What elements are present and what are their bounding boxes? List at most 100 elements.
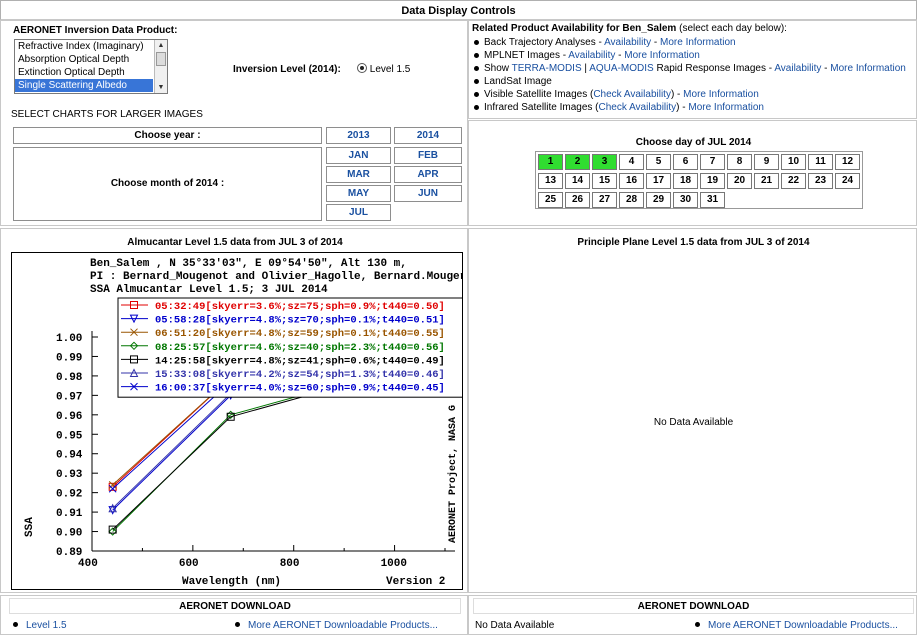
- calendar-day[interactable]: 7: [700, 154, 725, 170]
- calendar-day[interactable]: 29: [646, 192, 671, 208]
- related-title-suffix: (select each day below):: [679, 23, 787, 34]
- scroll-thumb[interactable]: [156, 52, 166, 66]
- legend-entry: 14:25:58[skyerr=4.8%;sz=41;sph=0.6%;t440…: [155, 355, 445, 367]
- calendar-day[interactable]: 5: [646, 154, 671, 170]
- y-axis-label: SSA: [24, 517, 36, 537]
- series-line: [112, 383, 405, 530]
- inversion-product-listbox[interactable]: Refractive Index (Imaginary) Absorption O…: [14, 39, 168, 94]
- data-point: [130, 355, 138, 364]
- calendar-day[interactable]: 15: [592, 173, 617, 189]
- calendar-day[interactable]: 11: [808, 154, 833, 170]
- inversion-option[interactable]: Absorption Optical Depth: [18, 54, 130, 65]
- related-item-link[interactable]: Availability: [604, 37, 652, 48]
- month-may-button[interactable]: MAY: [326, 185, 391, 202]
- y-tick-label: 0.99: [56, 352, 82, 364]
- calendar-day[interactable]: 4: [619, 154, 644, 170]
- calendar-day[interactable]: 6: [673, 154, 698, 170]
- related-item-link[interactable]: More Information: [830, 63, 906, 74]
- related-item-text: ) -: [670, 89, 684, 100]
- more-downloads-link-left[interactable]: More AERONET Downloadable Products...: [248, 620, 438, 631]
- calendar-day[interactable]: 1: [538, 154, 563, 170]
- level-radio-group[interactable]: Level 1.5: [357, 63, 410, 75]
- calendar-day[interactable]: 24: [835, 173, 860, 189]
- data-point: [226, 412, 235, 421]
- related-item-link[interactable]: Check Availability: [598, 102, 677, 113]
- calendar-day[interactable]: 2: [565, 154, 590, 170]
- related-products-panel: Related Product Availability for Ben_Sal…: [468, 20, 917, 119]
- separator: -: [615, 50, 625, 61]
- more-downloads-link-right[interactable]: More AERONET Downloadable Products...: [708, 620, 898, 631]
- month-jan-button[interactable]: JAN: [326, 147, 391, 164]
- month-apr-button[interactable]: APR: [394, 166, 462, 183]
- bullet-icon: [13, 622, 18, 627]
- related-item-link[interactable]: More Information: [624, 50, 700, 61]
- related-item-link[interactable]: More Information: [660, 37, 736, 48]
- year-2014-button[interactable]: 2014: [394, 127, 462, 144]
- x-tick-label: 600: [179, 558, 199, 570]
- data-point: [108, 506, 117, 515]
- year-2013-button[interactable]: 2013: [326, 127, 391, 144]
- level-15-download-link[interactable]: Level 1.5: [26, 620, 67, 631]
- calendar-day[interactable]: 20: [727, 173, 752, 189]
- calendar-day[interactable]: 12: [835, 154, 860, 170]
- related-item: Show TERRA-MODIS | AQUA-MODIS Rapid Resp…: [472, 62, 906, 75]
- data-point: [108, 484, 117, 493]
- scroll-down-icon[interactable]: ▼: [157, 84, 165, 91]
- right-side-label: AERONET Project, NASA G: [447, 405, 459, 543]
- legend-entry: 05:58:28[skyerr=4.8%;sz=70;sph=0.1%;t440…: [155, 315, 445, 327]
- calendar-day[interactable]: 17: [646, 173, 671, 189]
- calendar-day[interactable]: 28: [619, 192, 644, 208]
- month-jul-button[interactable]: JUL: [326, 204, 391, 221]
- calendar-day[interactable]: 14: [565, 173, 590, 189]
- calendar-day[interactable]: 30: [673, 192, 698, 208]
- calendar-day[interactable]: 8: [727, 154, 752, 170]
- month-mar-button[interactable]: MAR: [326, 166, 391, 183]
- legend-entry: 08:25:57[skyerr=4.6%;sz=40;sph=2.3%;t440…: [155, 342, 445, 354]
- legend-entry: 05:32:49[skyerr=3.6%;sz=75;sph=0.9%;t440…: [155, 301, 445, 313]
- related-item-text: Show: [484, 63, 512, 74]
- related-item-link[interactable]: Check Availability: [593, 89, 671, 100]
- calendar-day[interactable]: 26: [565, 192, 590, 208]
- listbox-scrollbar[interactable]: ▲ ▼: [154, 40, 167, 93]
- almucantar-chart[interactable]: Ben_Salem , N 35°33'03", E 09°54'50", Al…: [11, 252, 463, 590]
- related-item-link[interactable]: More Information: [688, 102, 764, 113]
- calendar-day[interactable]: 22: [781, 173, 806, 189]
- calendar-day[interactable]: 23: [808, 173, 833, 189]
- inversion-option[interactable]: Extinction Optical Depth: [18, 67, 125, 78]
- month-feb-button[interactable]: FEB: [394, 147, 462, 164]
- almucantar-chart-svg: Ben_Salem , N 35°33'03", E 09°54'50", Al…: [24, 258, 462, 588]
- related-item-link[interactable]: Availability: [774, 63, 822, 74]
- data-point: [129, 341, 139, 351]
- y-tick-label: 0.94: [56, 450, 83, 462]
- related-item-link[interactable]: Availability: [568, 50, 616, 61]
- calendar-day[interactable]: 9: [754, 154, 779, 170]
- y-tick-label: 0.92: [56, 489, 82, 501]
- calendar-day[interactable]: 25: [538, 192, 563, 208]
- related-item-link[interactable]: TERRA-MODIS: [511, 63, 582, 74]
- inversion-option[interactable]: Single Scattering Albedo: [15, 79, 153, 92]
- x-tick-label: 1000: [381, 558, 407, 570]
- level-radio-label: Level 1.5: [369, 64, 411, 75]
- calendar-day[interactable]: 31: [700, 192, 725, 208]
- calendar-day[interactable]: 27: [592, 192, 617, 208]
- data-point: [129, 314, 139, 324]
- data-point: [108, 527, 117, 536]
- calendar-day[interactable]: 21: [754, 173, 779, 189]
- calendar-day[interactable]: 10: [781, 154, 806, 170]
- related-item-link[interactable]: AQUA-MODIS: [589, 63, 654, 74]
- scroll-up-icon[interactable]: ▲: [157, 42, 165, 49]
- calendar-day[interactable]: 13: [538, 173, 563, 189]
- calendar-day[interactable]: 3: [592, 154, 617, 170]
- level-radio[interactable]: [357, 63, 367, 73]
- calendar-day[interactable]: 19: [700, 173, 725, 189]
- related-item-text: Visible Satellite Images (: [484, 89, 594, 100]
- month-jun-button[interactable]: JUN: [394, 185, 462, 202]
- calendar-day[interactable]: 18: [673, 173, 698, 189]
- related-item: LandSat Image: [472, 75, 906, 88]
- version-label: Version 2: [386, 576, 445, 588]
- related-item-text: Infrared Satellite Images (: [484, 102, 599, 113]
- related-item-link[interactable]: More Information: [683, 89, 759, 100]
- calendar-day[interactable]: 16: [619, 173, 644, 189]
- y-tick-label: 0.97: [56, 391, 82, 403]
- inversion-option[interactable]: Refractive Index (Imaginary): [18, 41, 144, 52]
